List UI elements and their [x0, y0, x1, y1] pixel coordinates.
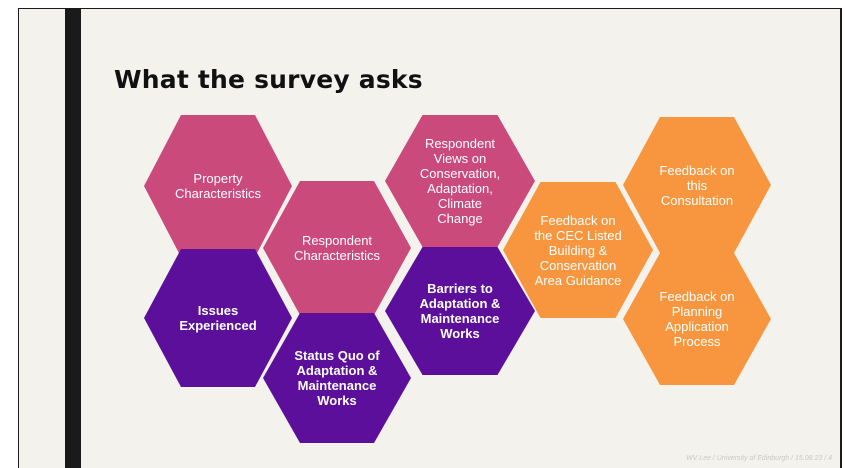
hex-feedback-planning: Feedback on Planning Application Process — [623, 253, 771, 385]
hex-label: Respondent Views on Conservation, Adapta… — [419, 136, 501, 226]
hex-label: Feedback on the CEC Listed Building & Co… — [534, 212, 622, 288]
hex-respondent-views: Respondent Views on Conservation, Adapta… — [385, 115, 535, 247]
hex-feedback-consultation: Feedback on this Consultation — [623, 117, 771, 253]
hex-label: Respondent Characteristics — [294, 233, 380, 263]
hex-barriers: Barriers to Adaptation & Maintenance Wor… — [385, 247, 535, 375]
hex-label: Status Quo of Adaptation & Maintenance W… — [294, 348, 380, 408]
hex-label: Barriers to Adaptation & Maintenance Wor… — [419, 281, 501, 341]
hex-label: Feedback on Planning Application Process — [659, 289, 735, 349]
slide-footer: WV Lee / University of Edinburgh / 15.08… — [686, 455, 832, 462]
hex-label: Issues Experienced — [179, 303, 257, 333]
hex-status-quo: Status Quo of Adaptation & Maintenance W… — [263, 313, 411, 443]
slide: What the survey asks Property Characteri… — [18, 8, 842, 468]
hex-label: Feedback on this Consultation — [659, 162, 735, 208]
hex-label: Property Characteristics — [175, 171, 261, 201]
hex-respondent-characteristics: Respondent Characteristics — [263, 181, 411, 315]
accent-bar — [65, 9, 81, 468]
slide-title: What the survey asks — [114, 65, 423, 94]
